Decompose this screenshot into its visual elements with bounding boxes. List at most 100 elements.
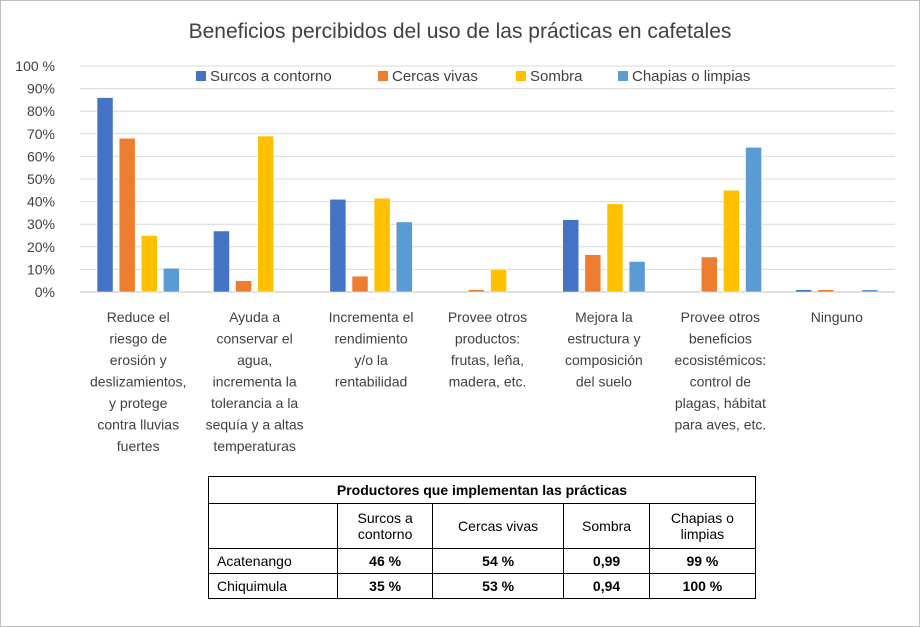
bar xyxy=(163,268,180,293)
chart-title: Beneficios percibidos del uso de las prá… xyxy=(189,20,732,43)
y-tick-label: 40% xyxy=(27,194,55,210)
row-label: Acatenango xyxy=(207,548,339,574)
bar xyxy=(396,221,413,293)
x-tick-label: Provee otros xyxy=(681,309,760,325)
x-tick-label: y/o la xyxy=(354,352,388,368)
table-cell: 0,99 xyxy=(563,548,650,574)
bar-chart: Beneficios percibidos del uso de las prá… xyxy=(15,20,895,454)
y-tick-label: 20% xyxy=(27,239,55,255)
bar xyxy=(701,256,718,293)
bar xyxy=(795,289,812,293)
bar xyxy=(118,138,136,293)
legend-label: Surcos a contorno xyxy=(210,68,332,85)
x-tick-label: productos: xyxy=(455,331,520,347)
column-header: Sombra xyxy=(563,503,650,549)
x-tick-label: rendimiento xyxy=(334,331,407,347)
x-tick-label: riesgo de xyxy=(109,331,167,347)
table-cell: 99 % xyxy=(648,548,757,574)
x-tick-label: sequía y a altas xyxy=(206,417,304,433)
y-tick-label: 70% xyxy=(27,126,55,142)
x-tick-label: incrementa la xyxy=(213,374,297,390)
legend-label: Cercas vivas xyxy=(392,68,478,85)
bar xyxy=(468,289,485,293)
bars xyxy=(96,97,879,293)
x-tick-label: madera, etc. xyxy=(449,374,527,390)
bar xyxy=(257,135,274,293)
x-tick-label: contra lluvias xyxy=(97,417,179,433)
y-tick-label: 0% xyxy=(35,284,55,300)
row-label: Chiquimula xyxy=(207,573,339,599)
x-tick-label: Ayuda a xyxy=(229,309,280,325)
x-tick-label: y protege xyxy=(109,395,168,411)
bar xyxy=(817,289,834,293)
legend-label: Chapias o limpias xyxy=(632,68,750,85)
x-tick-label: Mejora la xyxy=(575,309,633,325)
y-tick-label: 80% xyxy=(27,103,55,119)
legend-swatch xyxy=(516,71,526,81)
column-header: Chapias o limpias xyxy=(648,503,757,549)
column-header-line: contorno xyxy=(357,526,413,542)
legend-label: Sombra xyxy=(530,68,583,85)
x-tick-label: agua, xyxy=(237,352,272,368)
x-tick-label: erosión y xyxy=(110,352,167,368)
y-tick-label: 100 % xyxy=(15,58,55,74)
producers-table: Productores que implementan las práctica… xyxy=(207,476,757,599)
bar xyxy=(628,261,646,293)
bar xyxy=(490,269,507,293)
x-tick-label: deslizamientos, xyxy=(90,374,187,390)
legend: Surcos a contorno Cercas vivas Sombra Chapi… xyxy=(196,68,750,85)
bar xyxy=(606,203,624,293)
x-tick-label: fuertes xyxy=(117,438,160,454)
table-cell: 46 % xyxy=(337,548,433,574)
bar xyxy=(745,147,762,293)
table-corner-cell xyxy=(207,503,339,549)
x-tick-label: tolerancia a la xyxy=(211,395,298,411)
table-cell: 35 % xyxy=(337,573,433,599)
x-tick-label: composición xyxy=(565,352,643,368)
x-tick-label: Reduce el xyxy=(107,309,170,325)
bar xyxy=(351,275,369,293)
column-header-line: limpias xyxy=(680,526,725,542)
y-tick-label: 50% xyxy=(27,171,55,187)
x-tick-label: temperaturas xyxy=(213,438,295,454)
x-tick-label: rentabilidad xyxy=(335,374,407,390)
y-tick-label: 60% xyxy=(27,148,55,164)
bar xyxy=(213,230,230,293)
x-tick-label: del suelo xyxy=(576,374,632,390)
x-tick-label: control de xyxy=(690,374,752,390)
table-cell: 53 % xyxy=(431,573,565,599)
bar xyxy=(584,254,602,293)
y-axis: 0% 10% 20% 30% 40% 50% 60% 70% 80% 90% 100 % xyxy=(15,58,55,300)
x-tick-label: ecosistémicos: xyxy=(674,352,766,368)
x-tick-label: frutas, leña, xyxy=(451,352,524,368)
bar xyxy=(235,280,252,293)
y-tick-label: 90% xyxy=(27,81,55,97)
legend-swatch xyxy=(378,71,388,81)
x-tick-label: beneficios xyxy=(689,331,752,347)
bar xyxy=(96,97,114,293)
x-tick-label: plagas, hábitat xyxy=(675,395,766,411)
x-tick-label: estructura y xyxy=(567,331,640,347)
bar xyxy=(373,197,391,293)
bar xyxy=(723,190,740,293)
x-tick-label: Ninguno xyxy=(811,309,863,325)
legend-swatch xyxy=(196,71,206,81)
table-cell: 54 % xyxy=(431,548,565,574)
column-header-line: Surcos a xyxy=(357,510,413,526)
x-axis: Reduce el riesgo de erosión y deslizamiento… xyxy=(90,309,863,454)
x-tick-label: conservar el xyxy=(217,331,293,347)
bar xyxy=(861,289,879,293)
bar xyxy=(562,219,579,293)
table-cell: 0,94 xyxy=(563,573,650,599)
bar xyxy=(141,235,158,293)
grid-lines xyxy=(80,65,895,293)
column-header: Cercas vivas xyxy=(431,503,565,549)
column-header: Surcos a contorno xyxy=(337,503,433,549)
legend-swatch xyxy=(618,71,628,81)
table-caption: Productores que implementan las práctica… xyxy=(208,476,756,504)
x-tick-label: Provee otros xyxy=(448,309,527,325)
y-tick-label: 10% xyxy=(27,261,55,277)
x-tick-label: para aves, etc. xyxy=(674,417,766,433)
y-tick-label: 30% xyxy=(27,216,55,232)
column-header-line: Chapias o xyxy=(670,510,734,526)
